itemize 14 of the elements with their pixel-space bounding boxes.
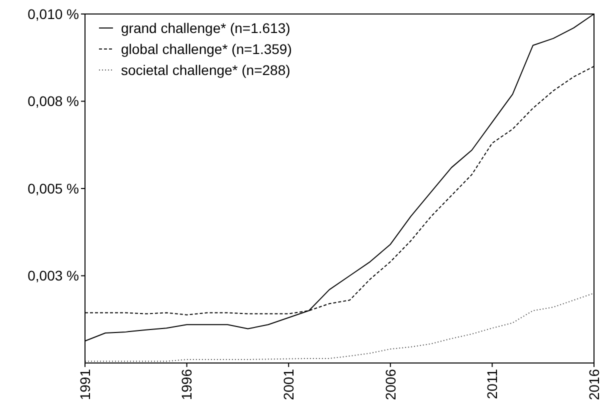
legend-label: societal challenge* (n=288) <box>121 62 290 78</box>
x-tick-label: 2006 <box>382 368 398 400</box>
y-tick-label: 0,005 % <box>28 180 79 196</box>
legend-label: grand challenge* (n=1.613) <box>121 20 290 36</box>
y-tick-label: 0,008 % <box>28 93 79 110</box>
y-tick-label: 0,010 % <box>28 6 79 22</box>
x-tick-label: 1991 <box>76 368 93 400</box>
x-tick-label: 2001 <box>280 368 296 400</box>
legend-label: global challenge* (n=1.359) <box>121 40 292 57</box>
line-series <box>84 292 594 362</box>
x-tick-label: 2016 <box>586 368 602 400</box>
y-tick-label: 0,003 % <box>28 268 79 284</box>
x-tick-label: 2011 <box>484 368 500 400</box>
x-tick-label: 1996 <box>178 368 195 400</box>
